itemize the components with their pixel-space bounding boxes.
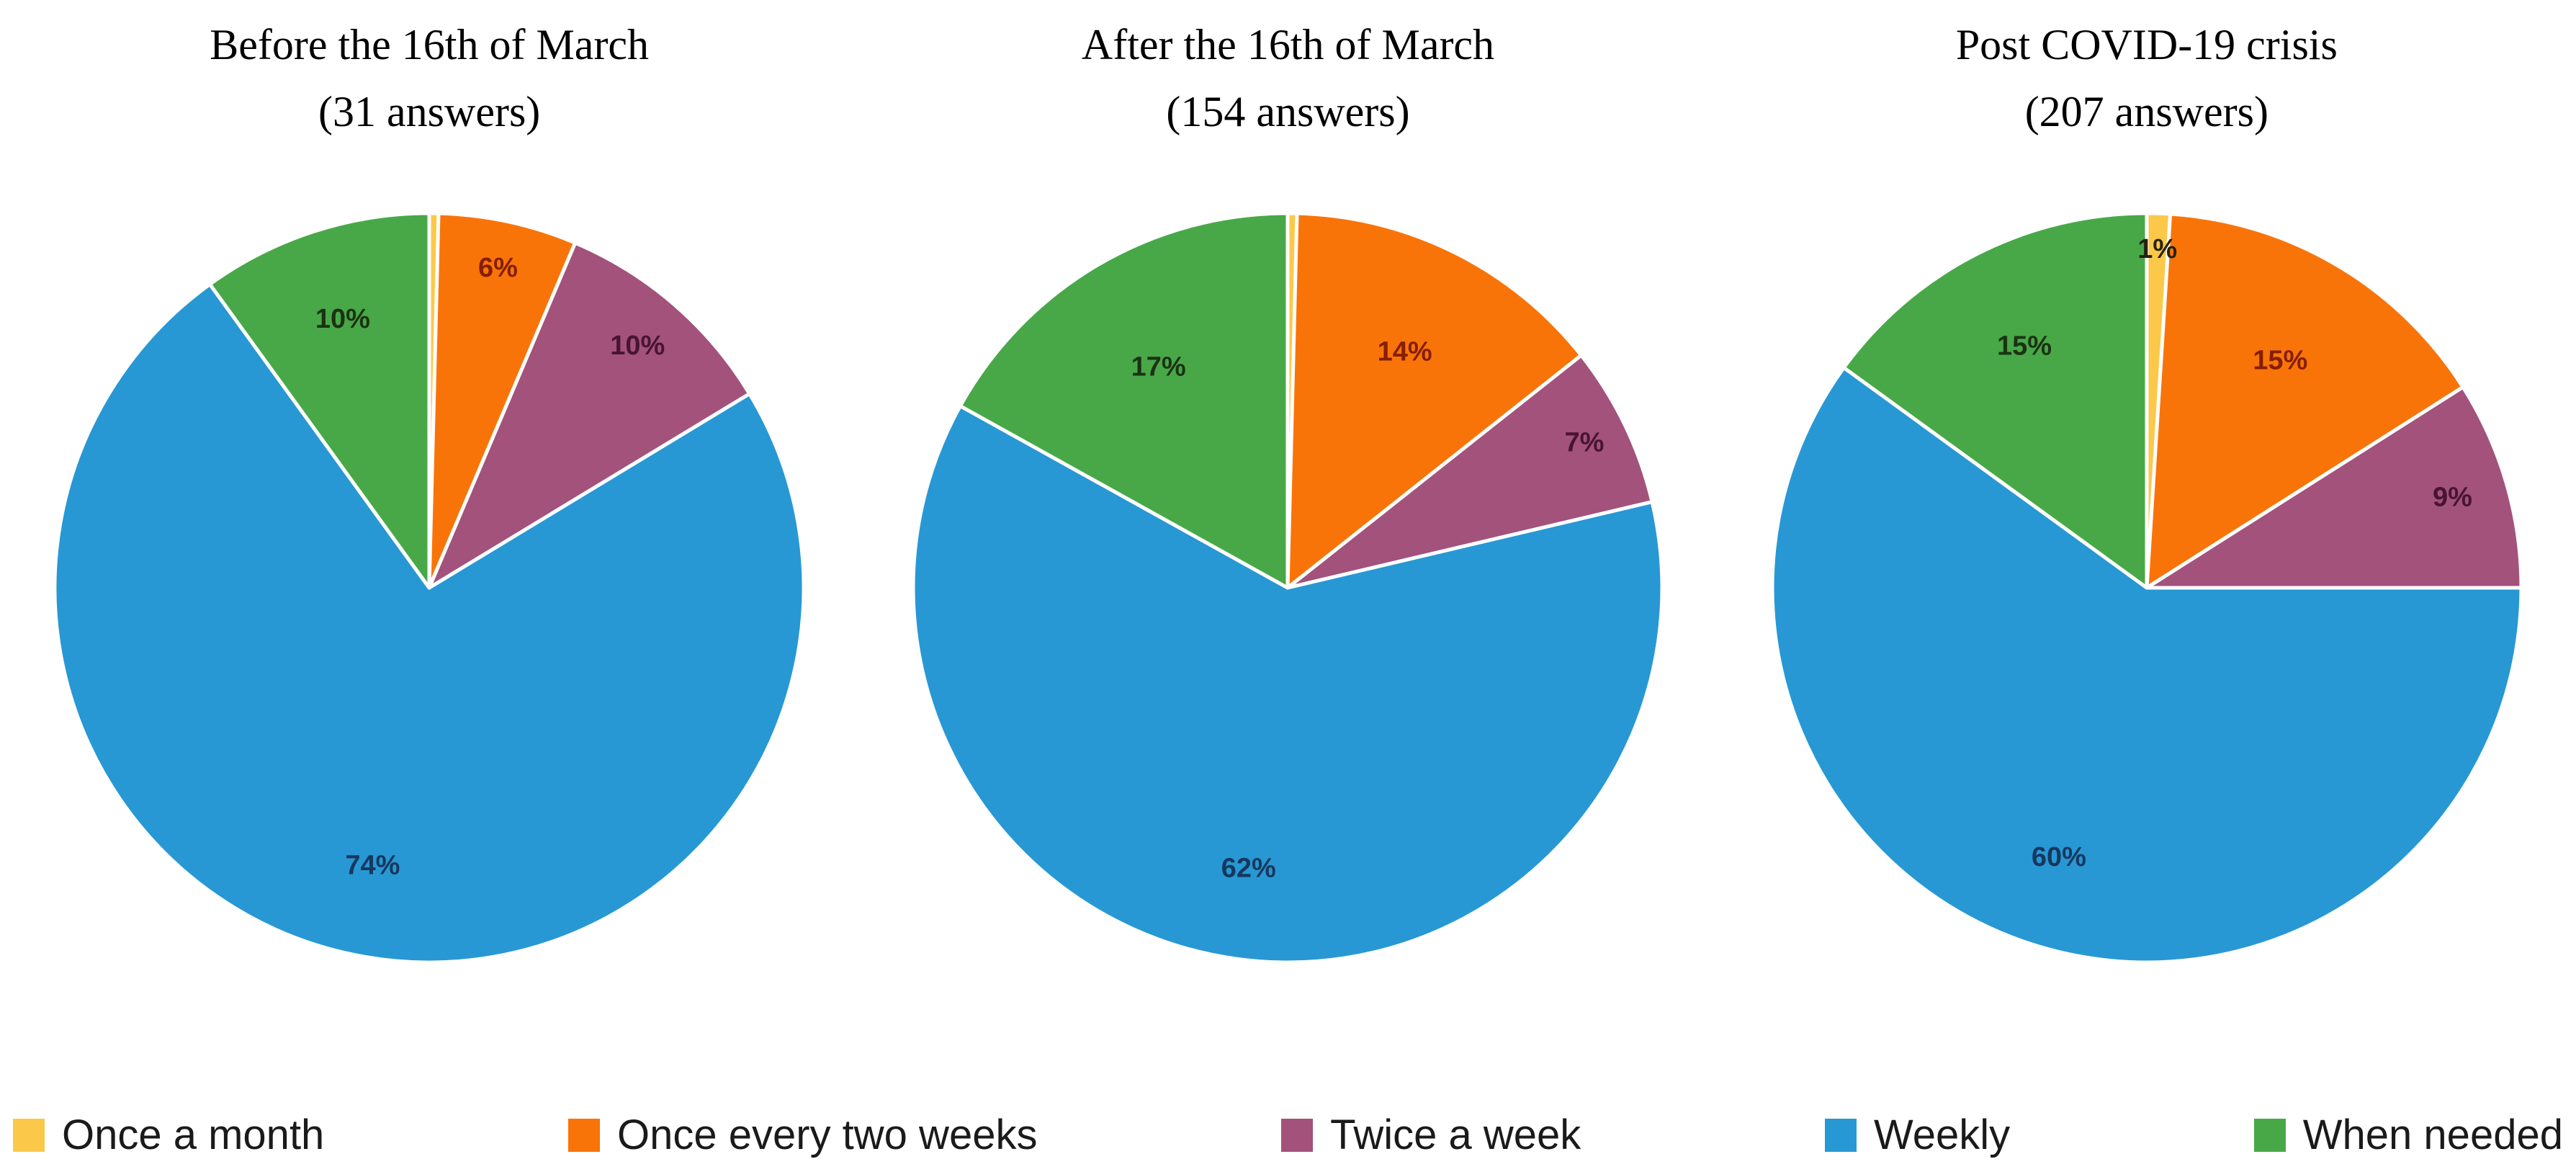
chart-after-march-16: After the 16th of March (154 answers) 14… — [858, 0, 1717, 970]
legend-label: Once every two weeks — [617, 1111, 1038, 1159]
pie-slice-when-needed — [959, 211, 1290, 590]
pie-slice-label-twice-a-week: 10% — [610, 331, 665, 361]
legend-swatch-once-every-two-weeks-icon — [568, 1119, 600, 1153]
pie-slice-twice-a-week — [2145, 385, 2523, 590]
legend-item-once-every-two-weeks: Once every two weeks — [568, 1110, 1037, 1160]
pie-slice-label-twice-a-week: 7% — [1565, 428, 1605, 458]
chart-before-march-16: Before the 16th of March (31 answers) 6%… — [0, 0, 858, 970]
legend-label: Once a month — [62, 1111, 325, 1159]
chart-title: Before the 16th of March — [210, 21, 650, 68]
pie-slice-once-every-two-weeks — [2145, 212, 2465, 590]
pie-slice-label-once-every-two-weeks: 14% — [1378, 336, 1432, 367]
pie-slice-when-needed — [1841, 211, 2149, 590]
pie-slice-once-every-two-weeks — [1285, 211, 1584, 590]
legend-item-when-needed: When needed — [2253, 1110, 2563, 1160]
chart-subtitle: (31 answers) — [318, 88, 541, 135]
pie-chart-before: 6% 10% 74% 10% — [53, 211, 806, 965]
charts-row: Before the 16th of March (31 answers) 6%… — [0, 0, 2576, 970]
legend: Once a month Once every two weeks Twice … — [0, 1110, 2576, 1160]
legend-swatch-twice-a-week-icon — [1281, 1119, 1314, 1153]
pie-slice-label-twice-a-week: 9% — [2433, 483, 2472, 513]
pie-slice-label-when-needed: 17% — [1131, 352, 1186, 382]
pie-slice-label-weekly: 62% — [1221, 854, 1276, 884]
pie-slice-once-every-two-weeks — [427, 211, 578, 590]
pie-slice-when-needed — [208, 211, 431, 590]
pie-slice-weekly — [53, 282, 806, 965]
legend-swatch-when-needed-icon — [2253, 1119, 2286, 1153]
pie-slice-label-weekly: 60% — [2032, 842, 2086, 872]
pie-slice-weekly — [1770, 365, 2523, 965]
pie-chart-post-covid: 1% 15% 9% 60% 15% — [1770, 211, 2523, 965]
legend-swatch-weekly-icon — [1825, 1119, 1857, 1153]
chart-title: After the 16th of March — [1081, 21, 1495, 68]
pie-slice-label-once-a-month: 1% — [2137, 234, 2177, 264]
legend-label: Twice a week — [1330, 1111, 1581, 1159]
pie-slice-label-once-every-two-weeks: 15% — [2253, 346, 2307, 376]
pie-slice-label-when-needed: 15% — [1997, 331, 2052, 361]
pie-slice-label-weekly: 74% — [346, 850, 400, 880]
chart-subtitle: (207 answers) — [2024, 88, 2268, 135]
pie-slice-label-when-needed: 10% — [315, 304, 370, 334]
legend-item-weekly: Weekly — [1825, 1110, 2010, 1160]
pie-slice-twice-a-week — [427, 241, 752, 590]
legend-item-twice-a-week: Twice a week — [1281, 1110, 1581, 1160]
chart-post-covid: Post COVID-19 crisis (207 answers) 1% 15%… — [1718, 0, 2576, 970]
chart-subtitle: (154 answers) — [1166, 88, 1410, 135]
legend-item-once-a-month: Once a month — [13, 1110, 324, 1160]
pie-slice-weekly — [911, 404, 1664, 965]
legend-swatch-once-a-month-icon — [13, 1119, 45, 1153]
pie-slice-twice-a-week — [1285, 353, 1655, 590]
chart-title: Post COVID-19 crisis — [1955, 21, 2338, 68]
pie-slice-label-once-every-two-weeks: 6% — [478, 253, 518, 283]
pie-chart-after: 14% 7% 62% 17% — [911, 211, 1664, 965]
legend-label: When needed — [2302, 1111, 2563, 1159]
legend-label: Weekly — [1874, 1111, 2011, 1159]
